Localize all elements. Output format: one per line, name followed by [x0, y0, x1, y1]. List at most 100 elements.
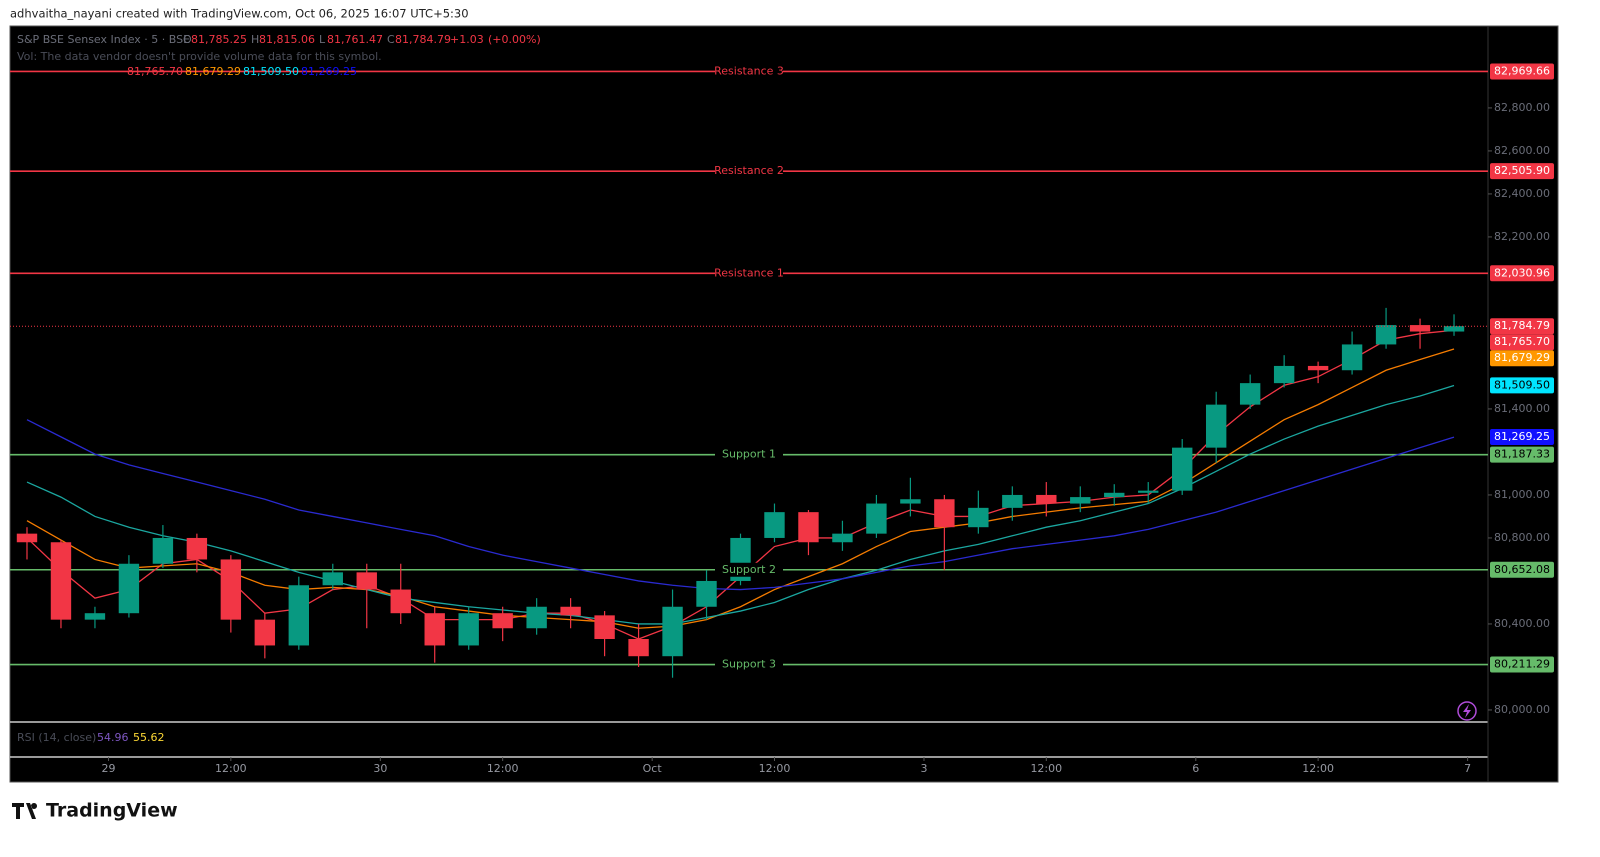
x-tick-label: 30	[373, 762, 387, 775]
level-badge-label: 81,187.33	[1494, 448, 1550, 461]
header-text: adhvaitha_nayani created with TradingVie…	[10, 7, 469, 21]
logo-mark	[12, 803, 38, 819]
level-name: Resistance 2	[714, 164, 784, 177]
candle-body	[1002, 494, 1023, 508]
candle-body	[1104, 492, 1125, 498]
ma-badge	[1490, 377, 1554, 394]
candle-body	[492, 613, 513, 629]
level-badge-label: 82,505.90	[1494, 164, 1550, 177]
x-tick-label: 12:00	[487, 762, 519, 775]
y-tick-label: 80,800.00	[1494, 531, 1550, 544]
ohlc-key: O	[183, 33, 192, 46]
candle-body	[1172, 447, 1193, 491]
candle-body	[594, 615, 615, 640]
x-tick-label: 3	[920, 762, 927, 775]
price-badge-label: 81,784.79	[1494, 319, 1550, 332]
candle-body	[16, 533, 38, 543]
ohlc-value: 81,761.47	[327, 33, 383, 46]
candle-body	[1070, 497, 1091, 504]
ma-legend-value: 81,269.25	[301, 65, 357, 78]
candle-body	[254, 619, 276, 646]
candle-body	[1375, 325, 1397, 345]
candle-body	[798, 512, 819, 543]
candle-body	[1036, 494, 1057, 504]
candle-body	[696, 580, 717, 607]
candle-body	[628, 639, 649, 657]
ma-line	[26, 419, 1455, 591]
candle-body	[50, 542, 72, 620]
chart-panel	[9, 25, 1559, 783]
ma-badge	[1490, 429, 1554, 446]
candle-body	[968, 507, 989, 528]
level-name: Support 1	[722, 448, 776, 461]
ohlc-value: 81,785.25	[191, 33, 247, 46]
level-name: Resistance 3	[714, 64, 784, 77]
ma-badge-label: 81,509.50	[1494, 378, 1550, 391]
level-badge	[1490, 265, 1554, 282]
level-badge	[1490, 561, 1554, 578]
logo-text: TradingView	[46, 800, 178, 822]
x-tick-label: 12:00	[1030, 762, 1062, 775]
logo: TradingView	[12, 800, 178, 822]
ma-legend-value: 81,679.29	[185, 65, 241, 78]
candle-body	[458, 613, 479, 646]
level-name-bg	[715, 447, 783, 462]
candle-body	[1341, 344, 1363, 371]
level-badge-label: 80,211.29	[1494, 658, 1550, 671]
rsi-name: RSI (14, close)	[17, 731, 96, 744]
ma-line	[26, 384, 1455, 625]
ma-badge-label: 81,269.25	[1494, 430, 1550, 443]
candle-body	[560, 606, 581, 616]
x-tick-label: 6	[1192, 762, 1199, 775]
ma-legend-value: 81,509.50	[243, 65, 299, 78]
change: +1.03	[450, 33, 484, 46]
y-tick-label: 81,400.00	[1494, 402, 1550, 415]
level-badge	[1490, 163, 1554, 180]
y-tick-label: 81,000.00	[1494, 488, 1550, 501]
candle-body	[764, 512, 785, 538]
ma-badge	[1490, 350, 1554, 367]
ohlc-key: C	[387, 33, 395, 46]
candle-body	[118, 563, 140, 614]
ohlc-key: L	[319, 33, 326, 46]
rsi-value: 54.96	[97, 731, 129, 744]
candle-body	[152, 537, 174, 564]
candle-body	[1138, 490, 1159, 493]
level-badge-label: 82,030.96	[1494, 266, 1550, 279]
y-tick-label: 82,400.00	[1494, 187, 1550, 200]
overlay: 80,000.00 80,400.00 80,800.00 81,000.00 81,4…	[17, 33, 1554, 775]
alert-icon-bolt	[1463, 704, 1471, 718]
level-name-bg	[715, 164, 783, 179]
candle-body	[934, 499, 955, 528]
change-pct: (+0.00%)	[488, 33, 541, 46]
y-tick-label: 82,200.00	[1494, 230, 1550, 243]
candle-body	[322, 572, 343, 586]
candle-body	[356, 572, 377, 590]
level-name-bg	[715, 657, 783, 672]
candle-body	[1443, 326, 1465, 332]
y-tick-label: 80,400.00	[1494, 617, 1550, 630]
x-tick-label: 12:00	[215, 762, 247, 775]
candle-body	[186, 537, 208, 560]
y-tick-label: 82,600.00	[1494, 144, 1550, 157]
y-tick-label: 80,000.00	[1494, 703, 1550, 716]
ohlc-value: 81,784.79	[395, 33, 451, 46]
ma-badge-label: 81,765.70	[1494, 335, 1550, 348]
candle-body	[220, 559, 242, 620]
candle-body	[1409, 325, 1431, 332]
ohlc-key: H	[251, 33, 259, 46]
level-badge	[1490, 63, 1554, 80]
x-tick-label: 12:00	[1302, 762, 1334, 775]
y-tick-label: 82,800.00	[1494, 101, 1550, 114]
ma-badge-label: 81,679.29	[1494, 351, 1550, 364]
price-badge	[1490, 318, 1554, 335]
level-badge-label: 82,969.66	[1494, 64, 1550, 77]
candle-body	[866, 503, 887, 534]
candle-body	[900, 499, 921, 504]
x-tick-label: 29	[102, 762, 116, 775]
level-name: Support 2	[722, 563, 776, 576]
alert-icon[interactable]	[1457, 701, 1477, 721]
candle-body	[832, 533, 853, 543]
